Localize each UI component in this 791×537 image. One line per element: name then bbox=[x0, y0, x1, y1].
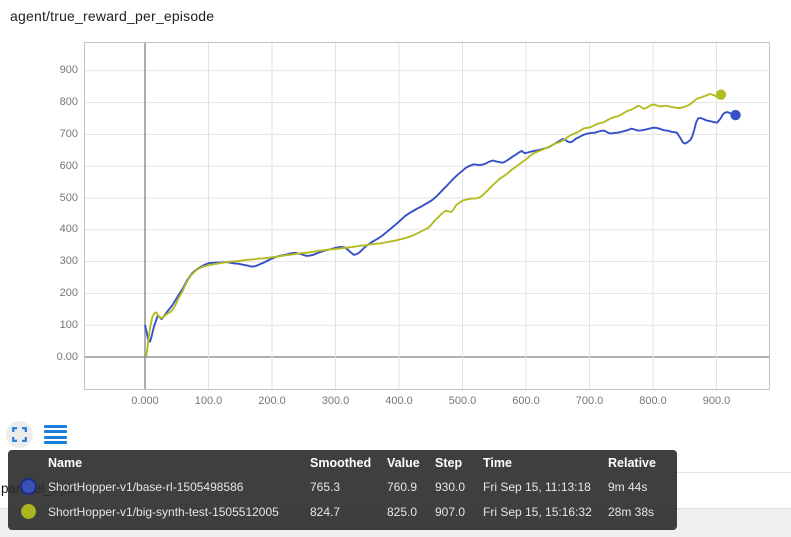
tooltip-col-name: Name bbox=[48, 456, 83, 470]
y-tick-label: 100 bbox=[59, 318, 78, 331]
y-tick-label: 700 bbox=[59, 127, 78, 140]
run-relative: 28m 38s bbox=[608, 504, 655, 519]
series-end-dot-0[interactable] bbox=[730, 109, 741, 121]
x-tick-label: 900.0 bbox=[702, 395, 731, 407]
series-line-0[interactable] bbox=[144, 111, 736, 343]
y-tick-label: 800 bbox=[59, 96, 78, 109]
scalar-chart-svg[interactable] bbox=[84, 42, 770, 390]
run-step: 907.0 bbox=[435, 504, 466, 519]
y-tick-label: 400 bbox=[59, 223, 78, 236]
series-line-1[interactable] bbox=[145, 93, 722, 357]
run-value: 825.0 bbox=[387, 504, 418, 519]
card-divider-line bbox=[677, 472, 791, 473]
x-tick-label: 600.0 bbox=[512, 395, 540, 407]
run-color-swatch bbox=[20, 504, 36, 519]
x-tick-label: 100.0 bbox=[194, 395, 223, 407]
chart-toolbar bbox=[6, 420, 67, 448]
y-tick-label: 600 bbox=[59, 159, 78, 172]
run-smoothed: 765.3 bbox=[310, 479, 341, 494]
series-end-dot-1[interactable] bbox=[715, 89, 727, 100]
run-name: ShortHopper-v1/big-synth-test-1505512005 bbox=[48, 504, 279, 519]
tooltip-col-step: Step bbox=[435, 456, 463, 470]
tooltip-run-row: ShortHopper-v1/big-synth-test-1505512005… bbox=[8, 499, 677, 524]
run-name: ShortHopper-v1/base-rl-1505498586 bbox=[48, 479, 244, 494]
chart-title: agent/true_reward_per_episode bbox=[10, 8, 215, 24]
expand-chart-button[interactable] bbox=[6, 420, 33, 448]
x-tick-label: 800.0 bbox=[639, 395, 667, 407]
data-table-toggle-icon bbox=[44, 424, 67, 428]
x-tick-label: 300.0 bbox=[321, 395, 350, 407]
run-time: Fri Sep 15, 15:16:32 bbox=[483, 504, 592, 519]
run-step: 930.0 bbox=[435, 479, 466, 494]
run-color-swatch bbox=[19, 478, 37, 495]
x-tick-label: 500.0 bbox=[448, 395, 477, 407]
y-tick-label: 0.00 bbox=[56, 350, 78, 363]
scalar-chart-plot-area[interactable] bbox=[84, 42, 770, 390]
tooltip-col-relative: Relative bbox=[608, 456, 656, 470]
tooltip-header-row: Name Smoothed Value Step Time Relative bbox=[8, 452, 677, 474]
run-smoothed: 824.7 bbox=[310, 504, 341, 519]
tooltip-col-smoothed: Smoothed bbox=[310, 456, 372, 470]
tooltip-col-time: Time bbox=[483, 456, 512, 470]
fullscreen-expand-icon bbox=[12, 426, 27, 442]
x-tick-label: 700.0 bbox=[575, 395, 604, 407]
run-tooltip-panel: Name Smoothed Value Step Time Relative S… bbox=[8, 450, 677, 530]
tooltip-run-row: ShortHopper-v1/base-rl-1505498586 765.3 76… bbox=[8, 474, 677, 499]
plot-border bbox=[84, 42, 770, 390]
y-tick-label: 500 bbox=[59, 191, 78, 204]
x-tick-label: 0.000 bbox=[131, 395, 159, 407]
run-time: Fri Sep 15, 11:13:18 bbox=[483, 479, 591, 494]
y-tick-label: 300 bbox=[59, 255, 78, 268]
y-tick-label: 900 bbox=[59, 64, 78, 77]
run-relative: 9m 44s bbox=[608, 479, 648, 494]
y-tick-label: 200 bbox=[59, 286, 78, 299]
tooltip-col-value: Value bbox=[387, 456, 420, 470]
run-value: 760.9 bbox=[387, 479, 418, 494]
data-table-toggle-button[interactable] bbox=[44, 424, 67, 445]
x-tick-label: 400.0 bbox=[385, 395, 413, 407]
x-tick-label: 200.0 bbox=[258, 395, 286, 407]
